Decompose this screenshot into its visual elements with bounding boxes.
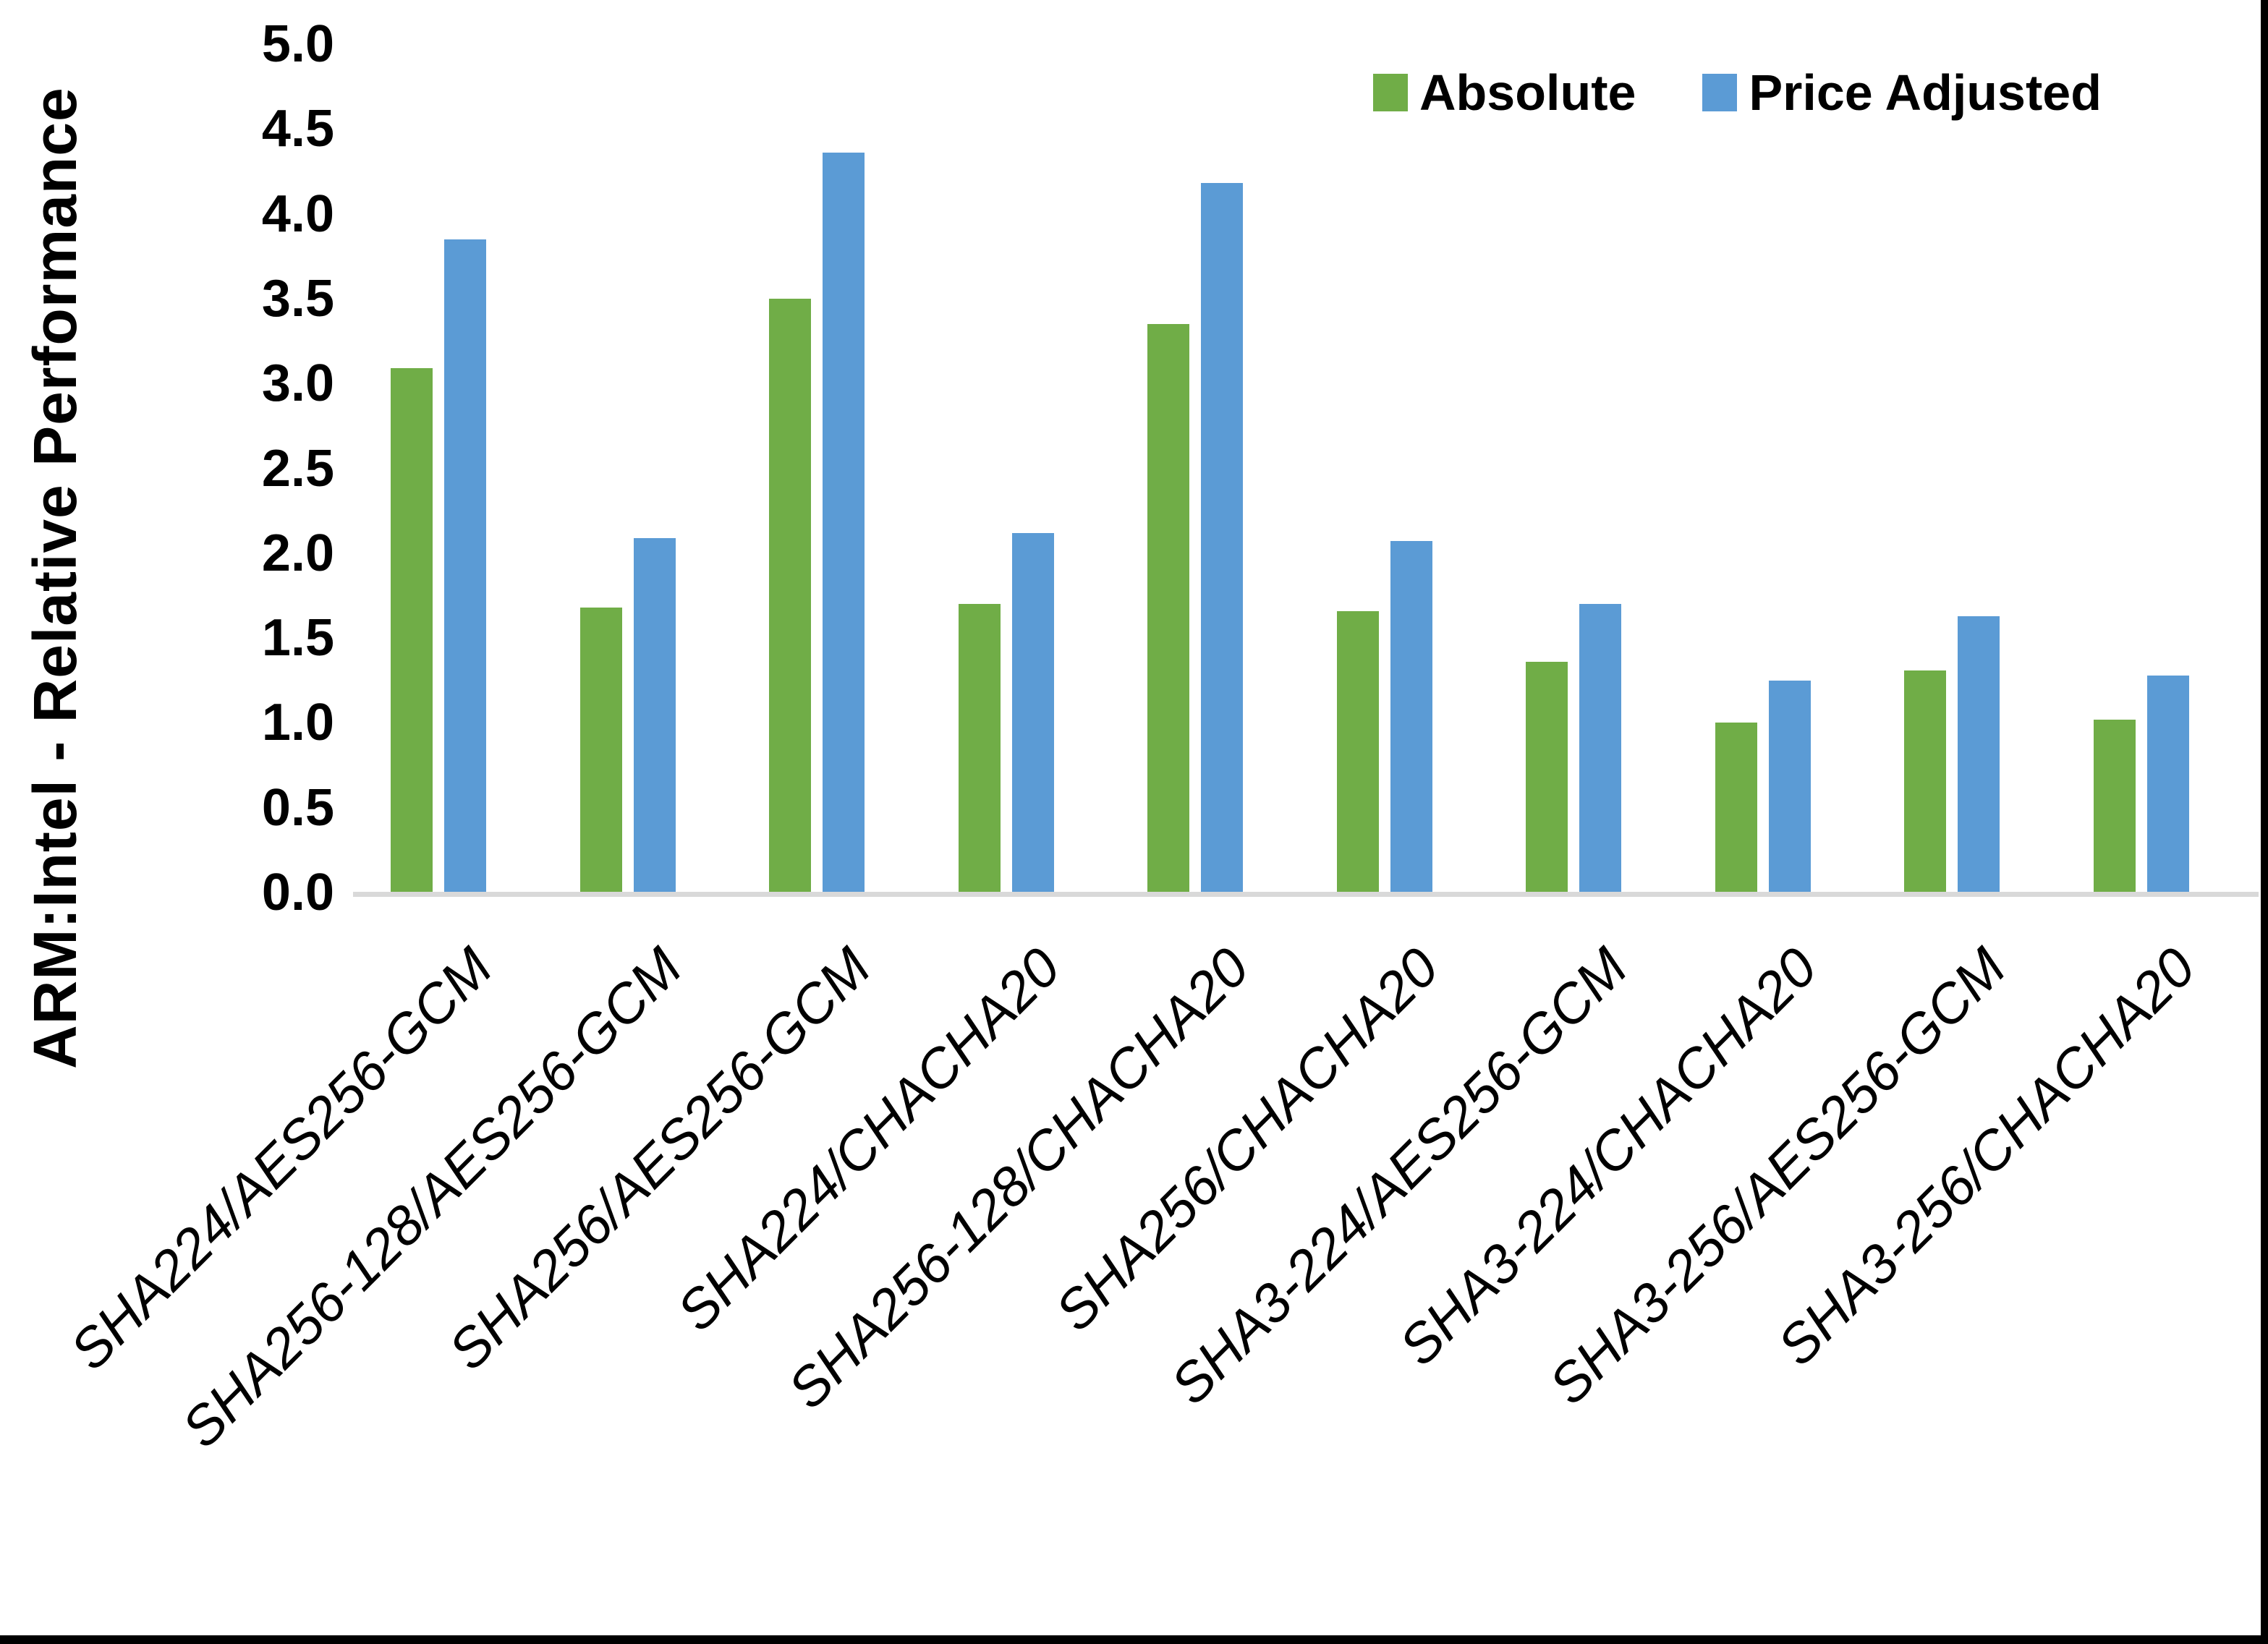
bar-price-adjusted [1011,532,1054,893]
bar-price-adjusted [633,537,676,893]
bar-price-adjusted [2146,675,2189,893]
bar-absolute [1526,661,1568,893]
bar-absolute [958,604,1001,893]
y-tick-label: 0.5 [261,778,334,837]
bar-price-adjusted [444,239,486,893]
bar-absolute [1147,324,1189,893]
bar-price-adjusted [1768,680,1811,893]
bottom-frame-line [0,1635,2268,1644]
y-tick-label: 5.0 [261,15,334,73]
bar-absolute [1715,723,1757,893]
bar-absolute [1904,670,1946,893]
bar-absolute [2093,719,2136,893]
right-frame-line [2261,0,2268,1644]
y-tick-label: 0.0 [261,864,334,921]
legend-absolute-label: Absolute [1419,64,1636,121]
bar-absolute [1336,610,1379,893]
y-tick-label: 1.0 [261,694,334,752]
bar-price-adjusted [823,153,865,893]
legend: Absolute Price Adjusted [1373,64,2102,122]
legend-absolute-swatch-icon [1373,74,1408,111]
y-tick-label: 4.0 [261,184,334,243]
bar-price-adjusted [1958,616,2000,893]
bar-price-adjusted [1579,604,1621,893]
bar-absolute [769,298,811,893]
bar-absolute [579,607,622,893]
bar-price-adjusted [1201,183,1243,893]
y-axis-title: ARM:Intel - Relative Performance [21,87,89,1069]
x-category-label: SHA224/CHACHA20 [665,936,1072,1343]
legend-item-absolute: Absolute [1373,64,1636,122]
x-category-label: SHA256/CHACHA20 [1043,936,1451,1343]
bar-absolute [391,368,433,893]
legend-price-adjusted-swatch-icon [1702,74,1738,111]
y-tick-label: 3.0 [261,354,334,413]
y-tick-label: 4.5 [261,100,334,158]
y-tick-label: 3.5 [261,269,334,328]
y-tick-label: 2.0 [261,524,334,582]
legend-price-adjusted-label: Price Adjusted [1749,64,2102,121]
bar-price-adjusted [1390,541,1432,893]
y-tick-label: 2.5 [261,439,334,498]
legend-item-price-adjusted: Price Adjusted [1702,64,2102,122]
x-axis-line [353,892,2259,897]
y-tick-label: 1.5 [261,609,334,668]
